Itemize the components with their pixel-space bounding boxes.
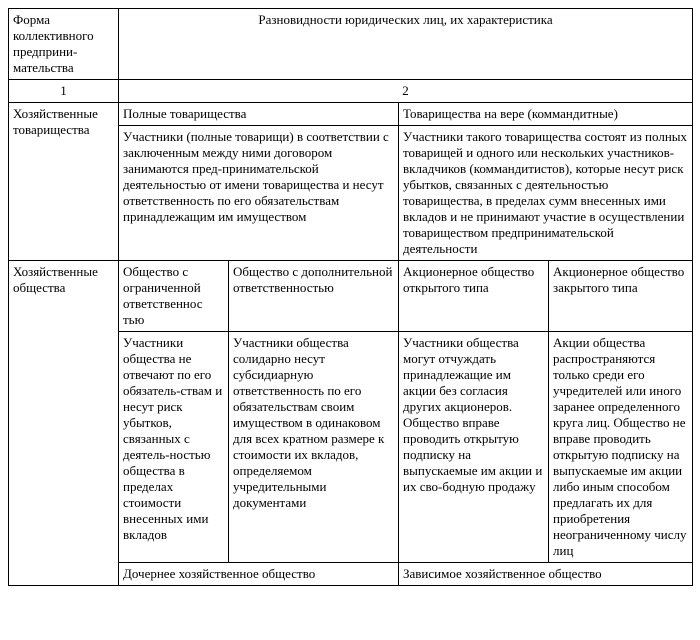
cell-full-partnership-title: Полные товарищества [119, 103, 399, 126]
header-varieties-cell: Разновидности юридических лиц, их характ… [119, 9, 693, 80]
cell-subsidiary-left: Дочернее хозяйственное общество [119, 563, 399, 586]
cell-zao-title: Акционерное общество закрытого типа [549, 261, 693, 332]
cell-oao-title: Акционерное общество открытого типа [399, 261, 549, 332]
row-companies-label: Хозяйственные общества [9, 261, 119, 586]
cell-oao-body: Участники общества могут отчуждать прина… [399, 332, 549, 563]
cell-zao-body: Акции общества распространяются только с… [549, 332, 693, 563]
cell-limited-partnership-title: Товарищества на вере (коммандитные) [399, 103, 693, 126]
header-col-2: 2 [119, 80, 693, 103]
cell-limited-partnership-body: Участники такого товарищества состоят из… [399, 126, 693, 261]
cell-subsidiary-right: Зависимое хозяйственное общество [399, 563, 693, 586]
row-partnerships-label: Хозяйственные товарищества [9, 103, 119, 261]
cell-full-partnership-body: Участники (полные товарищи) в соответств… [119, 126, 399, 261]
cell-odo-body: Участники общества солидарно несут субси… [229, 332, 399, 563]
header-col-1: 1 [9, 80, 119, 103]
legal-entities-table: Форма коллективного предприни-мательства… [8, 8, 693, 586]
cell-ooo-title: Общество с ограниченной ответственнос ть… [119, 261, 229, 332]
cell-odo-title: Общество с дополнительной ответственност… [229, 261, 399, 332]
cell-ooo-body: Участники общества не отвечают по его об… [119, 332, 229, 563]
header-form-cell: Форма коллективного предприни-мательства [9, 9, 119, 80]
